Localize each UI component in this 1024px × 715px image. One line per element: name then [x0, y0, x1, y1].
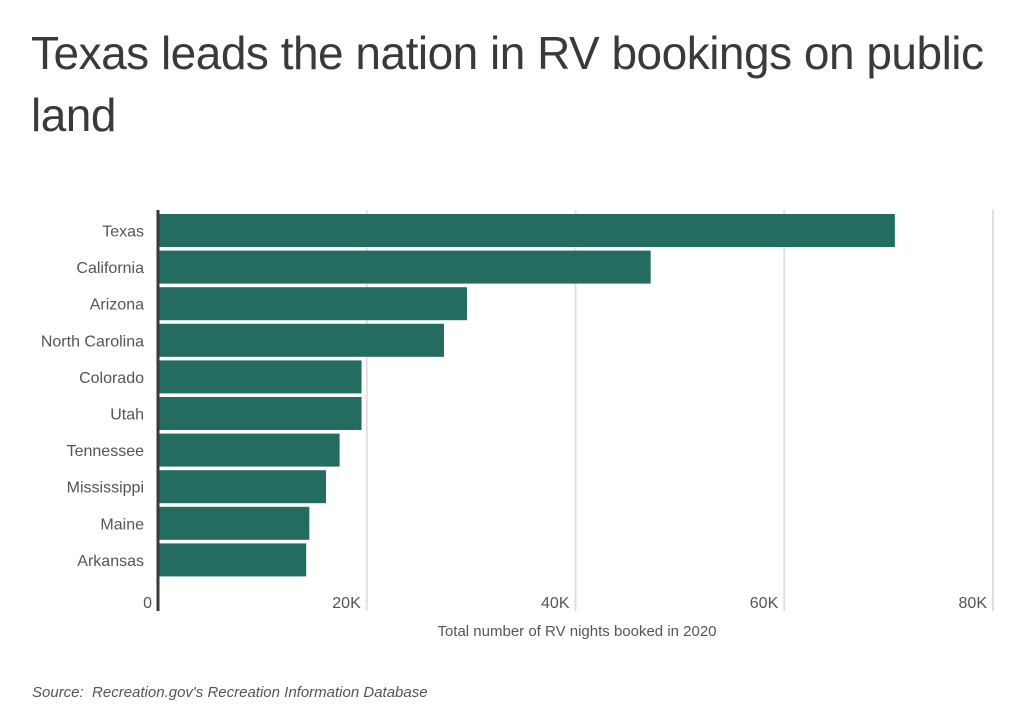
x-axis-title: Total number of RV nights booked in 2020 — [437, 623, 716, 640]
source-note: Source: Recreation.gov's Recreation Info… — [32, 684, 428, 701]
bar — [159, 397, 362, 430]
bars — [159, 214, 895, 577]
category-label: Tennessee — [67, 443, 144, 460]
tick-labels: 0 20K 40K 60K 80K — [143, 595, 987, 612]
x-tick-label: 60K — [750, 595, 779, 612]
bar — [159, 250, 651, 284]
category-labels: Texas California Arizona North Carolina Colo… — [41, 224, 144, 570]
bar — [159, 360, 362, 394]
category-label: Arkansas — [77, 553, 144, 570]
bar — [159, 543, 307, 577]
bar — [159, 287, 467, 321]
category-label: Mississippi — [67, 480, 144, 497]
bar — [159, 323, 444, 357]
x-tick-label: 80K — [959, 595, 988, 612]
category-label: California — [76, 260, 144, 277]
bar — [159, 506, 310, 540]
category-label: Texas — [102, 224, 144, 241]
x-tick-label: 40K — [541, 595, 570, 612]
category-label: North Carolina — [41, 333, 144, 350]
bar — [159, 214, 895, 247]
category-label: Utah — [110, 407, 144, 424]
chart-title: Texas leads the nation in RV bookings on… — [31, 27, 984, 141]
category-label: Maine — [100, 516, 144, 533]
bar — [159, 470, 327, 504]
x-tick-label: 0 — [143, 595, 152, 612]
category-label: Colorado — [79, 370, 144, 387]
category-label: Arizona — [90, 297, 144, 314]
x-tick-label: 20K — [332, 595, 361, 612]
bar — [159, 433, 340, 467]
